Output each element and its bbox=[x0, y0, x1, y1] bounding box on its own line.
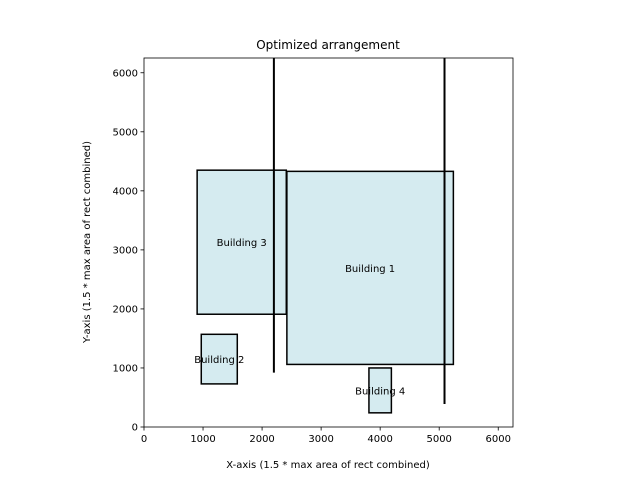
x-tick-label: 2000 bbox=[249, 434, 274, 445]
x-tick-label: 0 bbox=[141, 434, 147, 445]
building-label-1: Building 1 bbox=[345, 264, 395, 275]
chart-title: Optimized arrangement bbox=[256, 38, 400, 52]
y-tick-label: 6000 bbox=[113, 68, 138, 79]
building-label-4: Building 4 bbox=[355, 386, 405, 397]
building-rect-4 bbox=[368, 367, 393, 414]
building-rect-2 bbox=[200, 333, 239, 385]
y-tick-label: 4000 bbox=[113, 186, 138, 197]
y-tick-label: 1000 bbox=[113, 363, 138, 374]
x-tick-label: 1000 bbox=[190, 434, 215, 445]
building-rect-3 bbox=[196, 169, 288, 315]
building-label-3: Building 3 bbox=[217, 238, 267, 249]
y-tick-label: 0 bbox=[132, 423, 138, 434]
x-tick-label: 5000 bbox=[426, 434, 451, 445]
y-tick-label: 3000 bbox=[113, 245, 138, 256]
plot-layer: Building 1 Building 2 Building 3 Building 4 bbox=[194, 58, 455, 414]
y-axis-label: Y-axis (1.5 * max area of rect combined) bbox=[82, 141, 93, 344]
y-tick-label: 5000 bbox=[113, 127, 138, 138]
x-axis-label: X-axis (1.5 * max area of rect combined) bbox=[226, 460, 430, 471]
axes-frame bbox=[143, 57, 514, 428]
building-rect-1 bbox=[286, 170, 455, 366]
x-tick-label: 6000 bbox=[486, 434, 511, 445]
axes-layer: 0 1000 2000 3000 4000 5000 6000 0 1000 2000 3000 40… bbox=[113, 57, 514, 445]
x-tick-label: 3000 bbox=[308, 434, 333, 445]
x-tick-label: 4000 bbox=[367, 434, 392, 445]
y-tick-label: 2000 bbox=[113, 304, 138, 315]
building-label-2: Building 2 bbox=[194, 355, 244, 366]
